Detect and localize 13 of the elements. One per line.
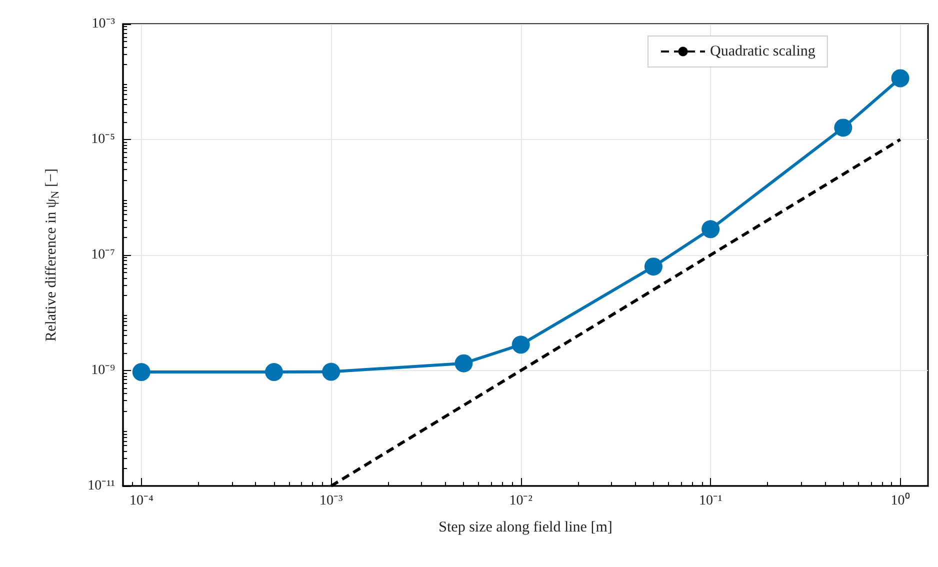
x-tick-label: 10⁻²: [509, 494, 532, 508]
legend-label: Quadratic scaling: [710, 44, 816, 60]
y-tick-label: 10⁻⁷: [91, 248, 116, 262]
x-tick-label: 10⁰: [890, 492, 910, 508]
x-tick-label: 10⁻¹: [698, 494, 722, 508]
y-tick-label: 10⁻⁹: [91, 363, 116, 378]
y-tick-label: 10⁻³: [92, 16, 115, 32]
x-tick-label: 10⁻³: [320, 494, 343, 508]
y-tick-label: 10⁻¹¹: [88, 478, 115, 494]
x-axis-title: Step size along field line [m]: [438, 520, 612, 536]
x-tick-label: 10⁻⁴: [129, 494, 154, 508]
y-axis-title: Relative difference in ψN [−]: [44, 168, 62, 342]
y-tick-label: 10⁻⁵: [91, 132, 116, 147]
